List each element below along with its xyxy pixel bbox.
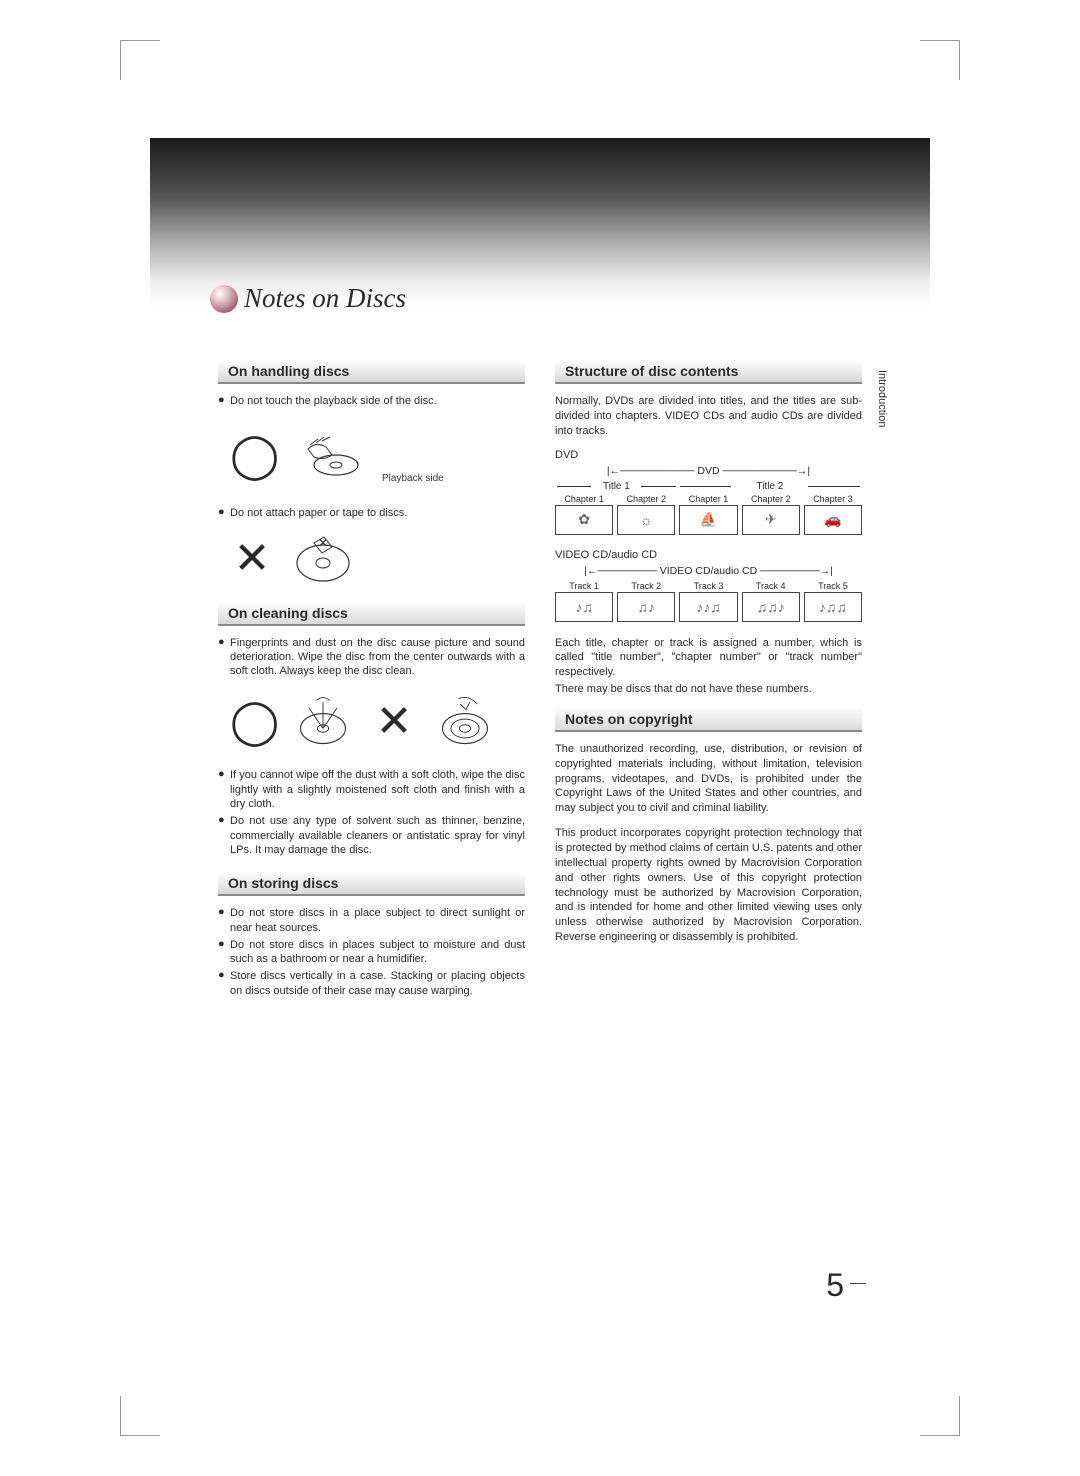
chapter-label: Chapter 1 xyxy=(555,493,613,505)
track-label: Track 3 xyxy=(679,580,737,592)
vcd-diagram: VIDEO CD/audio CD |←──────── VIDEO CD/au… xyxy=(555,549,862,622)
page-number: 5 xyxy=(826,1267,844,1304)
bullet-dot-icon: ● xyxy=(218,938,230,967)
page-title-wrap: Notes on Discs xyxy=(210,283,406,314)
svg-text:✕: ✕ xyxy=(318,536,328,550)
track-thumb-icon: ♪♪♫ xyxy=(679,592,737,622)
title-cell: Title 2 xyxy=(678,480,862,493)
page-title: Notes on Discs xyxy=(244,283,406,314)
paragraph: There may be discs that do not have thes… xyxy=(555,682,862,697)
heading-storing: On storing discs xyxy=(218,871,525,896)
left-column: On handling discs ● Do not touch the pla… xyxy=(218,355,525,1276)
track-label: Track 5 xyxy=(804,580,862,592)
chapter-label: Chapter 2 xyxy=(742,493,800,505)
chapter-label: Chapter 3 xyxy=(804,493,862,505)
bullet: ● Fingerprints and dust on the disc caus… xyxy=(218,636,525,679)
heading-structure: Structure of disc contents xyxy=(555,359,862,384)
bullet-dot-icon: ● xyxy=(218,636,230,679)
chapter-label: Chapter 2 xyxy=(617,493,675,505)
no-symbol-icon: ✕ xyxy=(230,533,274,584)
page-number-rule xyxy=(850,1283,866,1284)
bullet: ● Do not store discs in a place subject … xyxy=(218,906,525,935)
bullet-text: Do not store discs in a place subject to… xyxy=(230,906,525,935)
chapter-thumb-icon: ⛵ xyxy=(679,505,737,535)
bullet: ● Do not touch the playback side of the … xyxy=(218,394,525,408)
crop-mark xyxy=(120,1396,160,1436)
chapter-thumb-icon: 🚗 xyxy=(804,505,862,535)
bullet-dot-icon: ● xyxy=(218,969,230,998)
track-thumb-icon: ♫♫♪ xyxy=(742,592,800,622)
paragraph: This product incorporates copyright prot… xyxy=(555,826,862,945)
bullet-dot-icon: ● xyxy=(218,506,230,520)
figure-cleaning: ◯ ✕ xyxy=(230,686,525,756)
bullet: ● Do not use any type of solvent such as… xyxy=(218,814,525,857)
diagram-top-text: DVD xyxy=(697,465,719,477)
bullet-text: Do not store discs in places subject to … xyxy=(230,938,525,967)
chapter-thumb-icon: ✈ xyxy=(742,505,800,535)
bullet-text: Do not attach paper or tape to discs. xyxy=(230,506,407,520)
title-orb-icon xyxy=(210,285,238,313)
bullet-dot-icon: ● xyxy=(218,394,230,408)
track-thumb-icon: ♫♪ xyxy=(617,592,675,622)
heading-handling: On handling discs xyxy=(218,359,525,384)
figure-caption: Playback side xyxy=(382,473,444,494)
bullet-dot-icon: ● xyxy=(218,768,230,811)
chapter-thumb-icon: ☼ xyxy=(617,505,675,535)
diagram-span-label: |←────────── DVD ──────────→| xyxy=(555,465,862,477)
chapter-label: Chapter 1 xyxy=(679,493,737,505)
crop-mark xyxy=(920,1396,960,1436)
disc-with-tape-icon: ✕ xyxy=(288,529,358,589)
track-thumb-icon: ♪♫ xyxy=(555,592,613,622)
wipe-circular-icon xyxy=(430,691,500,751)
heading-copyright: Notes on copyright xyxy=(555,707,862,732)
bullet-text: If you cannot wipe off the dust with a s… xyxy=(230,768,525,811)
diagram-label: DVD xyxy=(555,449,862,461)
crop-mark xyxy=(120,40,160,80)
diagram-label: VIDEO CD/audio CD xyxy=(555,549,862,561)
diagram-span-label: |←──────── VIDEO CD/audio CD ────────→| xyxy=(555,565,862,577)
title-cell: Title 1 xyxy=(555,480,678,493)
bullet: ● If you cannot wipe off the dust with a… xyxy=(218,768,525,811)
dvd-diagram: DVD |←────────── DVD ──────────→| Title … xyxy=(555,449,862,535)
bullet: ● Do not attach paper or tape to discs. xyxy=(218,506,525,520)
track-label: Track 2 xyxy=(617,580,675,592)
bullet-dot-icon: ● xyxy=(218,906,230,935)
chapter-thumb-icon: ✿ xyxy=(555,505,613,535)
content-columns: On handling discs ● Do not touch the pla… xyxy=(218,355,862,1276)
heading-cleaning: On cleaning discs xyxy=(218,601,525,626)
bullet: ● Store discs vertically in a case. Stac… xyxy=(218,969,525,998)
hand-holding-disc-icon xyxy=(288,421,368,489)
bullet: ● Do not store discs in places subject t… xyxy=(218,938,525,967)
diagram-top-text: VIDEO CD/audio CD xyxy=(660,565,757,577)
wipe-radial-icon xyxy=(288,691,358,751)
paragraph: Normally, DVDs are divided into titles, … xyxy=(555,394,862,439)
bullet-text: Fingerprints and dust on the disc cause … xyxy=(230,636,525,679)
bullet-text: Store discs vertically in a case. Stacki… xyxy=(230,969,525,998)
no-symbol-icon: ✕ xyxy=(372,696,416,747)
section-tab: Introduction xyxy=(876,370,888,427)
track-thumb-icon: ♪♫♫ xyxy=(804,592,862,622)
paragraph: Each title, chapter or track is assigned… xyxy=(555,636,862,681)
figure-handling-1: ◯ Playback side xyxy=(230,416,525,494)
ok-symbol-icon: ◯ xyxy=(230,430,274,481)
ok-symbol-icon: ◯ xyxy=(230,696,274,747)
track-label: Track 1 xyxy=(555,580,613,592)
bullet-text: Do not touch the playback side of the di… xyxy=(230,394,437,408)
crop-mark xyxy=(920,40,960,80)
bullet-text: Do not use any type of solvent such as t… xyxy=(230,814,525,857)
bullet-dot-icon: ● xyxy=(218,814,230,857)
right-column: Structure of disc contents Normally, DVD… xyxy=(555,355,862,1276)
paragraph: The unauthorized recording, use, distrib… xyxy=(555,742,862,816)
figure-handling-2: ✕ ✕ xyxy=(230,529,525,589)
track-label: Track 4 xyxy=(742,580,800,592)
